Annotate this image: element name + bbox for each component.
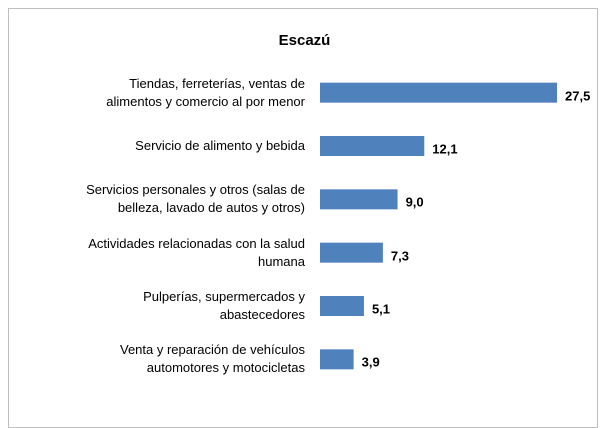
category-label: Servicio de alimento y bebida [135,138,305,153]
bar [320,296,364,316]
category-label: Pulperías, supermercados y abastecedores [143,289,305,322]
bar [320,82,557,103]
value-label: 5,1 [371,301,391,317]
chart-title: Escazú [278,32,331,49]
category-label: Servicios personales y otros (salas de b… [86,182,305,216]
bar [320,349,354,370]
value-label: 9,0 [405,194,424,210]
category-label: Tiendas, ferreterías, ventas de alimento… [106,75,305,109]
bar [320,136,425,156]
category-label: Venta y reparación de vehículos automoto… [119,342,305,376]
bar [320,189,398,210]
bar [320,242,383,263]
plot-area [320,82,557,370]
value-label: 27,5 [565,88,591,104]
value-label: 7,3 [390,248,409,264]
value-label: 3,9 [361,354,380,370]
category-label: Actividades relacionadas con la salud hu… [88,235,305,269]
value-label: 12,1 [432,141,458,157]
